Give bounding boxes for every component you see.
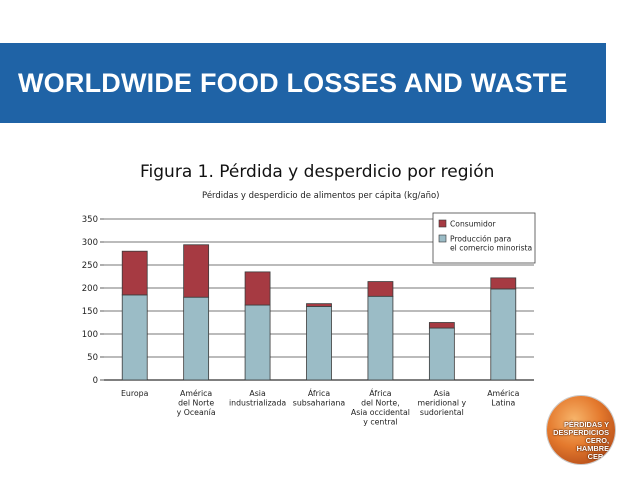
- y-tick-label: 0: [93, 376, 98, 386]
- logo-line: CERO: [587, 452, 609, 461]
- y-tick-label: 150: [82, 307, 98, 317]
- campaign-logo-text: PÉRDIDAS Y DESPERDICIOS CERO, HAMBRE CER…: [547, 421, 609, 461]
- x-tick-label: del Norte: [178, 399, 214, 408]
- bar-segment: [306, 305, 332, 381]
- x-tick-label: industrializada: [229, 399, 286, 408]
- x-tick-label: África: [369, 389, 391, 398]
- x-tick-label: y Oceanía: [177, 408, 216, 417]
- x-tick-label: Europa: [121, 389, 149, 398]
- x-tick-label: América: [180, 389, 212, 398]
- y-tick-label: 100: [82, 330, 98, 340]
- legend-label: Consumidor: [450, 220, 497, 229]
- bar-segment: [428, 322, 455, 329]
- x-tick-label: Asia occidental: [351, 408, 410, 417]
- bar-segment: [183, 296, 210, 381]
- y-tick-label: 250: [82, 261, 98, 271]
- banner-title: WORLDWIDE FOOD LOSSES AND WASTE: [18, 67, 568, 98]
- bar-segment: [428, 327, 455, 381]
- campaign-logo: PÉRDIDAS Y DESPERDICIOS CERO, HAMBRE CER…: [547, 396, 615, 464]
- x-tick-label: subsahariana: [293, 399, 346, 408]
- x-tick-label: Asia: [434, 389, 451, 398]
- x-tick-label: del Norte,: [361, 399, 400, 408]
- title-banner: WORLDWIDE FOOD LOSSES AND WASTE: [0, 43, 606, 123]
- logo-line: DESPERDICIOS: [553, 428, 609, 437]
- x-tick-label: América: [487, 389, 519, 398]
- y-tick-label: 200: [82, 284, 98, 294]
- legend-label: Producción para: [450, 235, 511, 244]
- y-tick-label: 300: [82, 238, 98, 248]
- legend-swatch: [438, 219, 447, 228]
- bar-segment: [306, 303, 332, 307]
- logo-line: CERO,: [585, 436, 609, 445]
- y-tick-labels: 0 50 100 150 200 250 300 350: [82, 215, 98, 386]
- bar-segment: [183, 244, 210, 298]
- bar-segment: [244, 304, 271, 381]
- y-tick-label: 50: [87, 353, 98, 363]
- figure-title: Figura 1. Pérdida y desperdicio por regi…: [140, 162, 495, 182]
- logo-line: PÉRDIDAS Y: [563, 420, 609, 429]
- x-tick-label: África: [308, 389, 330, 398]
- x-tick-label: sudoriental: [420, 408, 464, 417]
- bar-segment: [490, 288, 517, 381]
- x-tick-label: y central: [363, 418, 397, 427]
- bar-segment: [367, 295, 394, 381]
- logo-line: HAMBRE: [576, 444, 609, 453]
- bar-segment: [367, 281, 394, 297]
- bar-segment: [121, 294, 148, 381]
- x-tick-label: Asia: [249, 389, 266, 398]
- legend-label: el comercio minorista: [450, 244, 532, 253]
- bars: [121, 244, 517, 381]
- chart-title: Pérdidas y desperdicio de alimentos per …: [202, 191, 440, 201]
- bar-segment: [121, 250, 148, 296]
- legend-box: [432, 212, 536, 264]
- legend-swatch: [438, 234, 447, 243]
- bar-segment: [244, 271, 271, 306]
- x-tick-label: meridional y: [418, 399, 467, 408]
- bar-segment: [490, 277, 517, 290]
- x-tick-label: Latina: [491, 399, 515, 408]
- y-tick-label: 350: [82, 215, 98, 225]
